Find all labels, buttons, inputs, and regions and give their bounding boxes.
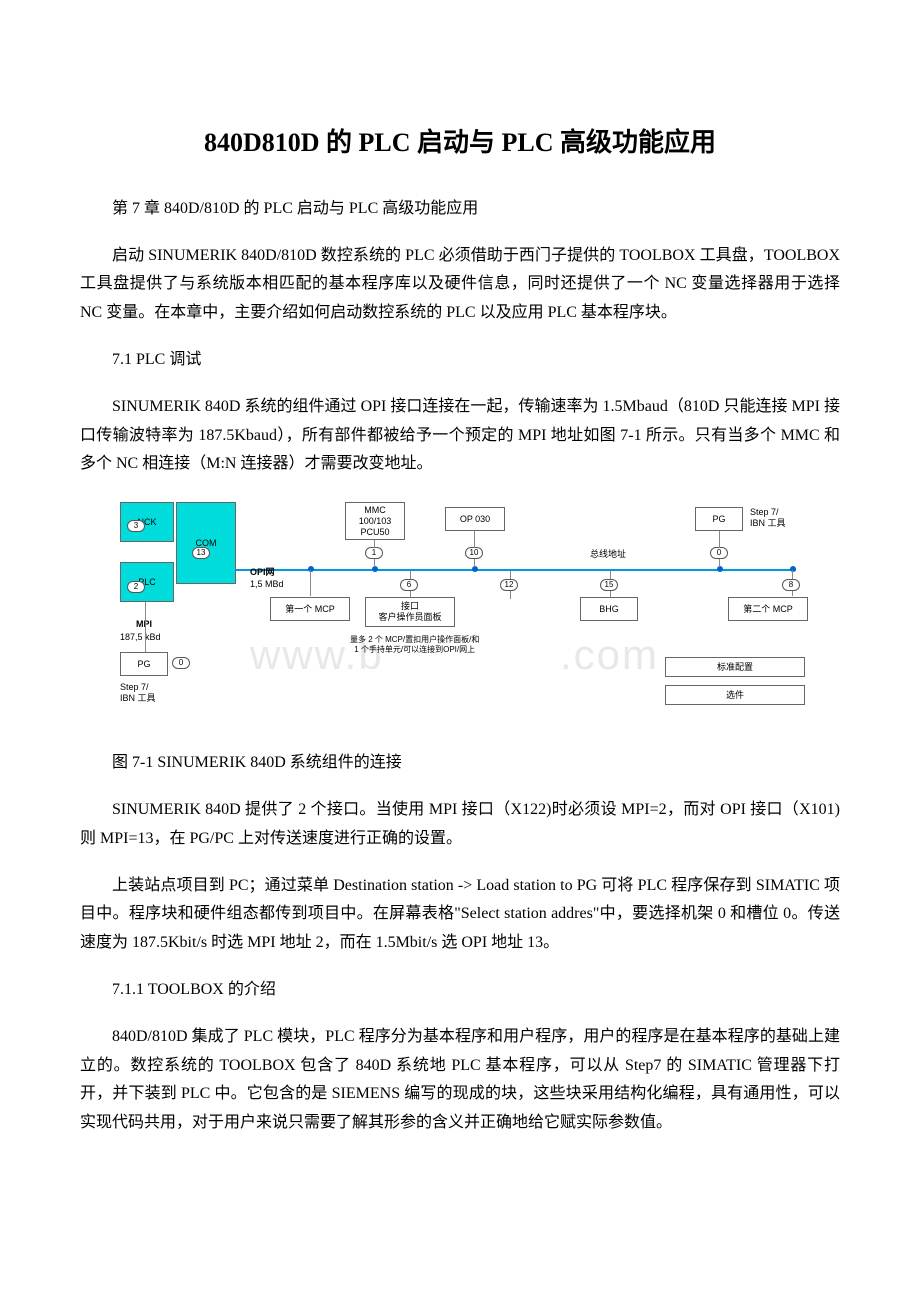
diagram-note: 量多 2 个 MCP/置扣用户操作面板/和 1 个手持单元/可以连接到OPI/网… (350, 635, 479, 654)
addr-12: 12 (500, 579, 518, 591)
bhg-box: BHG (580, 597, 638, 621)
para-opi: SINUMERIK 840D 系统的组件通过 OPI 接口连接在一起，传输速率为… (80, 393, 840, 479)
bus-label: 总线地址 (590, 549, 626, 560)
addr-15: 15 (600, 579, 618, 591)
addr-3: 3 (127, 520, 145, 532)
step7-label-left: Step 7/ IBN 工具 (120, 682, 156, 704)
addr-6: 6 (400, 579, 418, 591)
page-title: 840D810D 的 PLC 启动与 PLC 高级功能应用 (80, 120, 840, 167)
section-7-1-1: 7.1.1 TOOLBOX 的介绍 (80, 976, 840, 1005)
section-7-1: 7.1 PLC 调试 (80, 346, 840, 375)
mpi-baud: 187,5 kBd (120, 632, 161, 643)
addr-2: 2 (127, 581, 145, 593)
addr-13: 13 (192, 547, 210, 559)
opi-baud: 1,5 MBd (250, 579, 284, 590)
intro-paragraph: 启动 SINUMERIK 840D/810D 数控系统的 PLC 必须借助于西门… (80, 242, 840, 328)
opi-label: OPI网 (250, 567, 275, 578)
para-interfaces: SINUMERIK 840D 提供了 2 个接口。当使用 MPI 接口（X122… (80, 796, 840, 854)
para-upload: 上装站点项目到 PC；通过菜单 Destination station -> L… (80, 872, 840, 958)
step7-label-right: Step 7/ IBN 工具 (750, 507, 786, 529)
mmc-box: MMC 100/103 PCU50 (345, 502, 405, 540)
opi-bus-line (236, 569, 796, 571)
com-box: COM (176, 502, 236, 584)
mpi-label: MPI (136, 619, 152, 630)
addr-10: 10 (465, 547, 483, 559)
chapter-heading: 第 7 章 840D/810D 的 PLC 启动与 PLC 高级功能应用 (80, 195, 840, 224)
option-box: 选件 (665, 685, 805, 705)
addr-8: 8 (782, 579, 800, 591)
addr-0-right: 0 (710, 547, 728, 559)
figure-7-1-diagram: www.b .com NCK COM PLC 3 13 2 MPI 187,5 … (110, 497, 810, 737)
pg-box-left: PG (120, 652, 168, 676)
op030-box: OP 030 (445, 507, 505, 531)
addr-1: 1 (365, 547, 383, 559)
addr-0-left: 0 (172, 657, 190, 669)
figure-caption: 图 7-1 SINUMERIK 840D 系统组件的连接 (80, 749, 840, 778)
mcp2-box: 第二个 MCP (728, 597, 808, 621)
interface-box: 接口 客户操作员面板 (365, 597, 455, 627)
mcp1-box: 第一个 MCP (270, 597, 350, 621)
std-config-box: 标准配置 (665, 657, 805, 677)
pg-box-right: PG (695, 507, 743, 531)
para-toolbox: 840D/810D 集成了 PLC 模块，PLC 程序分为基本程序和用户程序，用… (80, 1023, 840, 1138)
